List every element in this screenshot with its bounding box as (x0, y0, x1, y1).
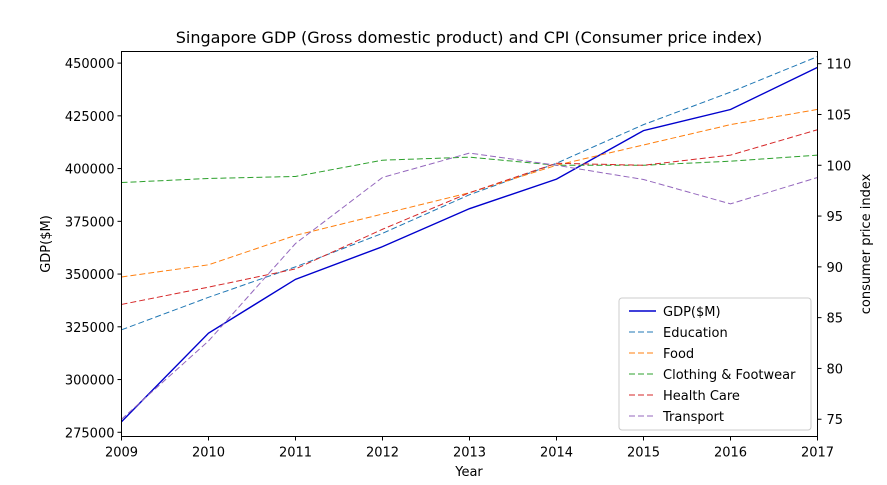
y-axis-left: 275000 300000 325000 350000 375000 400000 4250… (65, 57, 122, 441)
series-line-gdp-m (121, 66, 818, 423)
x-tick-label: 2016 (714, 446, 747, 461)
y-right-tick-label: 75 (827, 413, 844, 428)
x-tick-label: 2011 (279, 446, 312, 461)
x-axis-label: Year (454, 465, 483, 480)
y-left-tick-label: 300000 (65, 374, 115, 389)
y-right-tick-label: 90 (827, 261, 844, 276)
legend-label: GDP($M) (663, 305, 721, 320)
x-axis: 2009 2010 2011 2012 2013 2014 2015 2016 2017 (105, 436, 834, 461)
x-tick-label: 2014 (540, 446, 573, 461)
series-line-education (121, 56, 818, 331)
y-left-tick-label: 325000 (65, 321, 115, 336)
x-tick-label: 2009 (105, 446, 138, 461)
y-axis-right: 75 80 85 90 95 100 105 110 (817, 58, 852, 428)
legend-label: Food (663, 347, 694, 362)
legend-label: Education (663, 326, 728, 341)
x-tick-label: 2013 (453, 446, 486, 461)
plot-area (121, 56, 818, 423)
y-right-tick-label: 85 (827, 312, 844, 327)
x-tick-label: 2012 (366, 446, 399, 461)
series-line-health-care (121, 129, 818, 305)
series-line-food (121, 108, 818, 278)
y-left-tick-label: 400000 (65, 163, 115, 178)
y-axis-left-label: GDP($M) (39, 215, 54, 273)
y-left-tick-label: 375000 (65, 215, 115, 230)
y-left-tick-label: 275000 (65, 426, 115, 441)
legend: GDP($M) Education Food Clothing & Footwear H… (618, 297, 812, 431)
y-left-tick-label: 350000 (65, 268, 115, 283)
x-tick-label: 2017 (801, 446, 834, 461)
y-right-tick-label: 105 (827, 108, 852, 123)
legend-label: Health Care (663, 389, 740, 404)
y-right-tick-label: 110 (827, 58, 852, 73)
y-left-tick-label: 425000 (65, 110, 115, 125)
y-axis-right-label: consumer price index (859, 173, 874, 314)
y-right-tick-label: 95 (827, 210, 844, 225)
y-left-tick-label: 450000 (65, 57, 115, 72)
x-tick-label: 2015 (627, 446, 660, 461)
x-tick-label: 2010 (192, 446, 225, 461)
legend-label: Clothing & Footwear (663, 368, 796, 383)
y-right-tick-label: 80 (827, 362, 844, 377)
chart-title: Singapore GDP (Gross domestic product) a… (176, 28, 763, 47)
legend-box (618, 297, 812, 431)
y-right-tick-label: 100 (827, 159, 852, 174)
series-line-clothing-footwear (121, 154, 818, 184)
legend-label: Transport (662, 410, 724, 425)
